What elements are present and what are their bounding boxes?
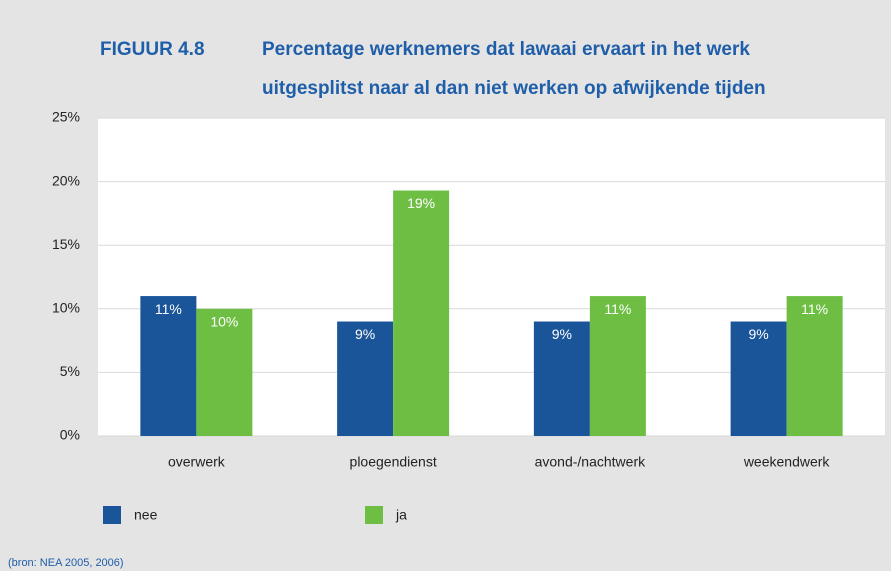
bar [786,296,843,436]
value-label: 11% [604,301,631,317]
bar [589,296,646,436]
y-tick-label: 0% [60,427,80,443]
x-tick-label: overwerk [168,454,226,470]
value-label: 9% [552,326,572,342]
value-label: 9% [749,326,769,342]
x-tick-label: weekendwerk [743,454,831,470]
value-label: 11% [155,301,182,317]
y-tick-label: 25% [52,109,80,125]
value-label: 19% [407,195,435,211]
bar [196,308,253,436]
y-tick-label: 10% [52,300,80,316]
chart-title: Percentage werknemers dat lawaai ervaart… [262,39,750,60]
source: (bron: NEA 2005, 2006) [8,557,124,569]
x-tick-label: avond-/nachtwerk [535,454,647,470]
value-label: 11% [801,301,828,317]
figure-label: FIGUUR 4.8 [100,39,205,60]
bar [533,321,590,436]
legend-label: ja [395,507,407,523]
bar [337,321,394,436]
y-tick-label: 20% [52,172,80,188]
x-tick-label: ploegendienst [350,454,437,470]
value-label: 9% [355,326,375,342]
chart-title: uitgesplitst naar al dan niet werken op … [262,78,766,99]
bar [140,296,197,436]
bar [730,321,787,436]
legend-swatch [365,506,383,524]
y-tick-label: 15% [52,236,80,252]
legend-label: nee [134,507,158,523]
y-tick-label: 5% [60,363,80,379]
bar [393,190,450,436]
legend-swatch [103,506,121,524]
value-label: 10% [210,314,238,330]
